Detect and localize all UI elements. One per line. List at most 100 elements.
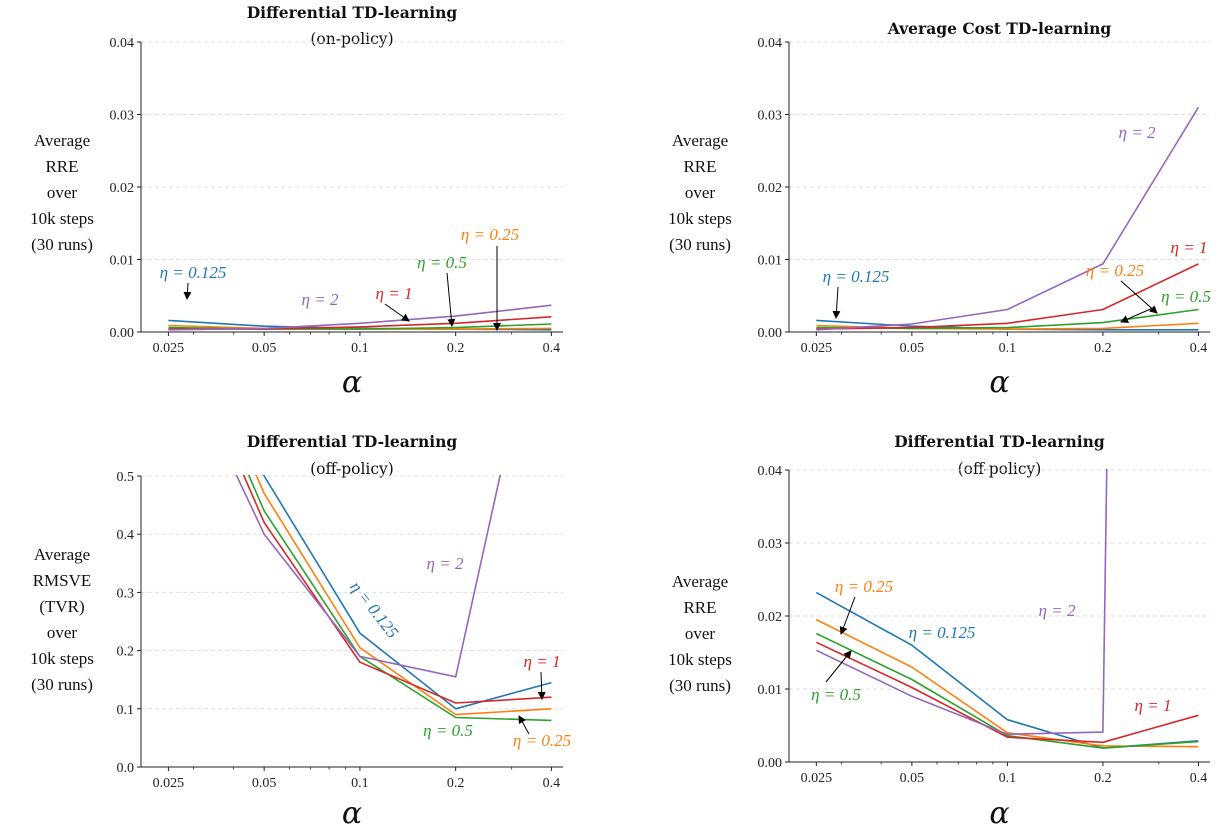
series-line (235, 475, 502, 678)
y-tick-label: 0.03 (758, 537, 783, 552)
series-annotation: η = 0.5 (423, 721, 473, 740)
y-axis-label: (TVR) (39, 597, 84, 616)
y-tick-label: 0.03 (110, 109, 135, 124)
x-tick-label: 0.025 (153, 341, 185, 356)
series-annotation: η = 0.25 (835, 577, 893, 596)
annotation-arrow (832, 286, 841, 319)
y-axis-label: 10k steps (668, 209, 732, 228)
y-axis-label: over (47, 183, 78, 202)
series-annotation: η = 0.5 (1161, 287, 1211, 306)
series-annotation: η = 2 (427, 554, 464, 573)
series-annotation: η = 1 (524, 652, 561, 671)
annotation-arrow (384, 303, 410, 322)
x-tick-label: 0.2 (1094, 771, 1112, 786)
y-tick-label: 0.00 (110, 326, 135, 341)
x-axis-label: α (342, 365, 362, 400)
chart-title: Differential TD-learning (894, 432, 1105, 451)
x-tick-label: 0.2 (447, 341, 465, 356)
series-annotation: η = 1 (1135, 696, 1172, 715)
series-line (255, 475, 552, 716)
series-annotation: η = 0.5 (811, 685, 861, 704)
annotation-arrow (825, 650, 852, 683)
x-tick-label: 0.4 (543, 341, 561, 356)
chart-subtitle: (off-policy) (958, 460, 1042, 478)
series-annotation: η = 1 (376, 284, 413, 303)
chart-panel-3: Differential TD-learning (off-policy) 0.0 0… (30, 432, 571, 828)
y-axis-label: RRE (683, 157, 716, 176)
series-annotation: η = 1 (1171, 238, 1208, 257)
series-annotation: η = 2 (1119, 123, 1156, 142)
series-group (235, 475, 552, 722)
series-annotation: η = 0.25 (513, 731, 571, 750)
x-tick-label: 0.025 (801, 341, 833, 356)
y-tick-label: 0.01 (110, 254, 135, 269)
x-tick-label: 0.1 (351, 776, 369, 791)
series-line (815, 632, 1199, 749)
series-line (815, 469, 1108, 736)
chart-title: Differential TD-learning (247, 3, 458, 22)
x-tick-label: 0.05 (900, 341, 925, 356)
y-axis-label: 10k steps (668, 650, 732, 669)
series-group (815, 469, 1199, 749)
series-annotation: η = 2 (1039, 601, 1076, 620)
series-annotation: η = 2 (302, 290, 339, 309)
x-axis-label: α (342, 796, 362, 828)
chart-title: Average Cost TD-learning (887, 19, 1112, 38)
y-tick-label: 0.02 (110, 181, 135, 196)
series-annotation: η = 0.125 (909, 623, 976, 642)
y-tick-label: 0.0 (117, 761, 135, 776)
y-tick-label: 0.4 (117, 528, 135, 543)
annotation-arrow (183, 282, 192, 300)
chart-subtitle: (on-policy) (310, 30, 393, 48)
y-axis-label: RRE (683, 598, 716, 617)
y-axis-label: Average (34, 545, 90, 564)
series-group (816, 106, 1200, 331)
y-tick-label: 0.01 (758, 254, 783, 269)
series-annotation: η = 0.125 (823, 267, 890, 286)
y-axis-label: Average (34, 131, 90, 150)
y-axis-label: (30 runs) (669, 235, 731, 254)
chart-subtitle: (off-policy) (310, 460, 394, 478)
x-tick-label: 0.4 (1190, 771, 1208, 786)
x-tick-label: 0.1 (999, 771, 1017, 786)
annotation-arrow (518, 715, 530, 735)
y-tick-label: 0.00 (758, 756, 783, 771)
annotation-arrow (537, 671, 546, 700)
series-line (816, 263, 1199, 330)
y-tick-label: 0.01 (758, 683, 783, 698)
chart-title: Differential TD-learning (247, 432, 458, 451)
chart-panel-2: Average Cost TD-learning 0.00 0.01 0.02 0.03… (668, 19, 1211, 400)
x-tick-label: 0.4 (1190, 341, 1208, 356)
y-tick-label: 0.02 (758, 610, 783, 625)
series-annotation: η = 0.125 (346, 578, 402, 642)
y-axis-label: Average (672, 131, 728, 150)
series-group (168, 304, 552, 331)
annotation-arrow (1120, 280, 1158, 314)
y-axis-label: over (47, 623, 78, 642)
series-annotation: η = 0.25 (1086, 261, 1144, 280)
series-line (242, 475, 552, 704)
series-line (815, 618, 1199, 748)
x-tick-label: 0.2 (1094, 341, 1112, 356)
x-tick-label: 0.05 (252, 776, 277, 791)
x-axis-label: α (989, 796, 1009, 828)
y-tick-label: 0.04 (110, 36, 135, 51)
annotation-arrow (446, 272, 456, 327)
x-axis-label: α (989, 365, 1009, 400)
y-axis-label: over (685, 624, 716, 643)
y-tick-label: 0.04 (758, 464, 783, 479)
y-tick-label: 0.00 (758, 326, 783, 341)
y-axis-label: over (685, 183, 716, 202)
x-tick-label: 0.1 (351, 341, 369, 356)
y-axis-label: 10k steps (30, 209, 94, 228)
series-line (168, 304, 552, 331)
x-tick-label: 0.1 (999, 341, 1017, 356)
annotation-arrow (1120, 306, 1156, 323)
series-line (262, 475, 552, 710)
y-tick-label: 0.5 (117, 470, 135, 485)
y-tick-label: 0.04 (758, 36, 783, 51)
series-line (816, 106, 1200, 331)
y-axis-label: (30 runs) (31, 235, 93, 254)
x-tick-label: 0.025 (153, 776, 185, 791)
